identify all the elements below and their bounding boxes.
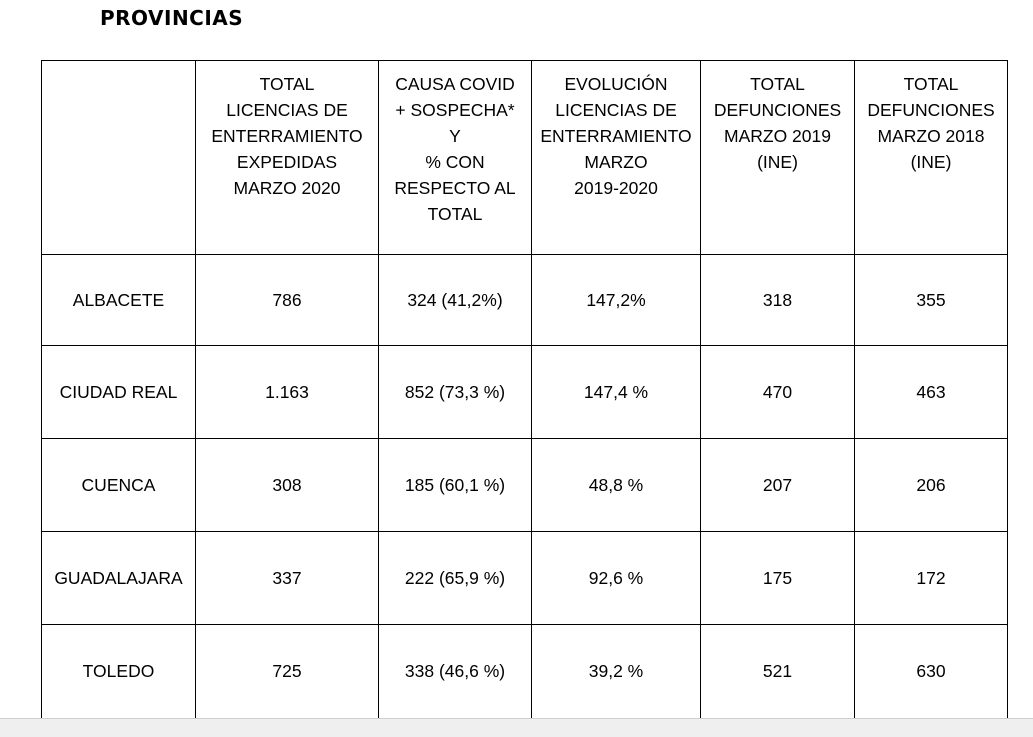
header-line: EXPEDIDAS [236, 152, 338, 172]
header-line: MARZO 2020 [233, 178, 341, 198]
data-table: TOTAL LICENCIAS DE ENTERRAMIENTO EXPEDIDAS M… [41, 60, 1008, 719]
header-cell: TOTAL DEFUNCIONES MARZO 2019 (INE) [700, 60, 855, 255]
table-cell: 318 [700, 254, 855, 346]
table-cell: 463 [854, 345, 1008, 439]
table-cell: 92,6 % [531, 531, 701, 625]
row-label: ALBACETE [41, 254, 196, 346]
header-line: MARZO 2018 [877, 126, 985, 146]
table-cell: 338 (46,6 %) [378, 624, 532, 719]
header-line: Y [449, 126, 461, 146]
table-cell: 222 (65,9 %) [378, 531, 532, 625]
table-cell: 852 (73,3 %) [378, 345, 532, 439]
header-line: LICENCIAS DE [226, 100, 348, 120]
table-cell: 355 [854, 254, 1008, 346]
header-line: LICENCIAS DE [555, 100, 677, 120]
row-label: CUENCA [41, 438, 196, 532]
header-line: EVOLUCIÓN [564, 74, 668, 94]
header-line: MARZO 2019 [724, 126, 831, 146]
table-cell: 147,2% [531, 254, 701, 346]
table-cell: 206 [854, 438, 1008, 532]
header-line: TOTAL [903, 74, 959, 94]
table-cell: 786 [195, 254, 379, 346]
table-cell: 147,4 % [531, 345, 701, 439]
header-line: TOTAL [259, 74, 315, 94]
table-cell: 172 [854, 531, 1008, 625]
header-line: DEFUNCIONES [867, 100, 995, 120]
header-row: TOTAL LICENCIAS DE ENTERRAMIENTO EXPEDIDAS M… [41, 60, 1008, 255]
header-line: % CON [425, 152, 485, 172]
header-cell: CAUSA COVID + SOSPECHA* Y % CON RESPECTO AL T… [378, 60, 532, 255]
header-line: ENTERRAMIENTO [211, 126, 363, 146]
header-cell: EVOLUCIÓN LICENCIAS DE ENTERRAMIENTO MARZO 2… [531, 60, 701, 255]
table-cell: 175 [700, 531, 855, 625]
table-cell: 337 [195, 531, 379, 625]
table-cell: 207 [700, 438, 855, 532]
header-line: TOTAL [427, 204, 483, 224]
table-cell: 725 [195, 624, 379, 719]
row-label: TOLEDO [41, 624, 196, 719]
table-cell: 630 [854, 624, 1008, 719]
header-line: RESPECTO AL [394, 178, 516, 198]
row-label: GUADALAJARA [41, 531, 196, 625]
table-row: CUENCA 308 185 (60,1 %) 48,8 % 207 206 [41, 438, 1008, 532]
table-cell: 48,8 % [531, 438, 701, 532]
header-line: + SOSPECHA* [395, 100, 515, 120]
table-cell: 324 (41,2%) [378, 254, 532, 346]
viewer-bar [0, 718, 1033, 737]
header-cell: TOTAL DEFUNCIONES MARZO 2018 (INE) [854, 60, 1008, 255]
header-line: (INE) [757, 152, 798, 172]
header-line: DEFUNCIONES [713, 100, 842, 120]
header-line: 2019-2020 [574, 178, 658, 198]
table-cell: 521 [700, 624, 855, 719]
header-line: ENTERRAMIENTO [540, 126, 692, 146]
table-cell: 308 [195, 438, 379, 532]
header-cell: TOTAL LICENCIAS DE ENTERRAMIENTO EXPEDIDAS M… [195, 60, 379, 255]
header-line: MARZO [584, 152, 648, 172]
table-row: CIUDAD REAL 1.163 852 (73,3 %) 147,4 % 470 46… [41, 345, 1008, 439]
header-line: (INE) [910, 152, 952, 172]
header-line: CAUSA COVID [395, 74, 515, 94]
table-cell: 470 [700, 345, 855, 439]
page-title: PROVINCIAS [100, 6, 244, 30]
table-cell: 185 (60,1 %) [378, 438, 532, 532]
table-row: GUADALAJARA 337 222 (65,9 %) 92,6 % 175 172 [41, 531, 1008, 625]
header-line: TOTAL [750, 74, 805, 94]
table-cell: 39,2 % [531, 624, 701, 719]
row-label: CIUDAD REAL [41, 345, 196, 439]
table-row: TOLEDO 725 338 (46,6 %) 39,2 % 521 630 [41, 624, 1008, 719]
table-cell: 1.163 [195, 345, 379, 439]
header-cell [41, 60, 196, 255]
table-row: ALBACETE 786 324 (41,2%) 147,2% 318 355 [41, 254, 1008, 346]
